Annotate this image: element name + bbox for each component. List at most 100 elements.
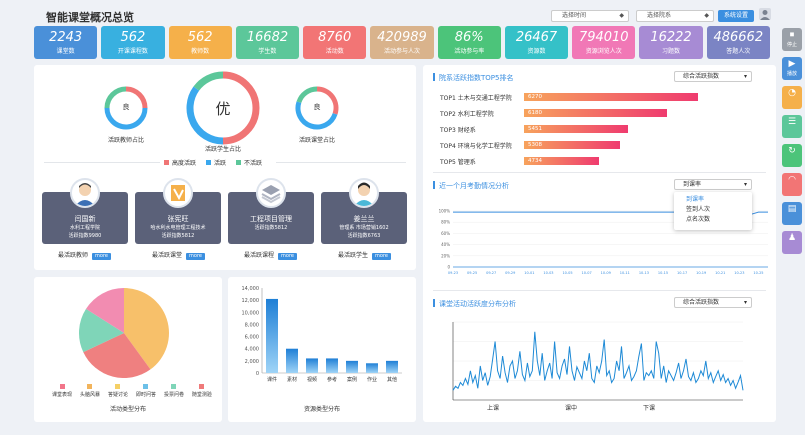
- menu-item-signin-count[interactable]: 签到人次: [686, 206, 711, 213]
- system-settings-button[interactable]: 系统设置: [718, 10, 754, 22]
- stat-value: 16222: [650, 30, 692, 45]
- resource-bar: [286, 348, 298, 373]
- y-tick-label: 0: [447, 265, 450, 270]
- x-tick-label: 10-05: [562, 271, 572, 275]
- list-icon: ☰: [787, 117, 797, 127]
- toolbar-button[interactable]: ♟: [782, 231, 802, 254]
- activity-line: [452, 331, 744, 391]
- top-classroom-caption: 最活跃课堂 more: [152, 250, 205, 260]
- resource-bar: [326, 358, 338, 373]
- top5-metric-dropdown[interactable]: 综合活跃指数 ▾: [674, 71, 752, 82]
- legend-swatch: [164, 160, 169, 165]
- stat-card[interactable]: 486662 答题人次: [706, 26, 770, 59]
- stat-value: 86%: [454, 30, 484, 45]
- y-tick-label: 60%: [441, 231, 450, 236]
- y-tick-label: 100%: [439, 209, 451, 214]
- stat-value: 8760: [318, 30, 352, 45]
- toolbar-button[interactable]: ⏹ 停止: [782, 28, 802, 51]
- pie-legend-item: 答疑讨论: [108, 384, 128, 398]
- top-student-caption: 最活跃学生 more: [338, 250, 391, 260]
- legend-item: 高度活跃: [164, 158, 196, 167]
- attendance-metric-dropdown[interactable]: 到课率 ▾: [674, 179, 752, 190]
- pie-slice: [86, 288, 124, 333]
- legend-label: 即时问答: [135, 392, 156, 398]
- stat-card[interactable]: 16682 学生数: [235, 26, 300, 59]
- chevron-down-icon: ▾: [743, 73, 747, 80]
- layers-icon: [256, 178, 286, 208]
- activity-legend: 高度活跃 活跃 不活跃: [160, 158, 277, 167]
- time-select[interactable]: 选择时间 ◆: [551, 10, 629, 22]
- stat-card[interactable]: 420989 活动参与人次: [370, 26, 434, 59]
- legend-label: 投票问卷: [163, 392, 184, 398]
- pie-slice: [124, 288, 169, 370]
- toolbar-button[interactable]: ▤: [782, 202, 802, 225]
- stat-value: 26467: [515, 30, 558, 45]
- ring-segment: [186, 86, 224, 145]
- rank-bar: 6270: [524, 93, 698, 101]
- stat-label: 开课课程数: [117, 48, 148, 55]
- stat-card[interactable]: 16222 习题数: [639, 26, 703, 59]
- stat-label: 活动参与人次: [383, 48, 420, 55]
- dept-select[interactable]: 选择院系 ◆: [636, 10, 714, 22]
- y-tick-label: 6,000: [245, 335, 259, 341]
- pie-icon: ◔: [788, 88, 796, 98]
- x-tick-label: 09-25: [467, 271, 477, 275]
- toolbar-button[interactable]: ▶ 播放: [782, 57, 802, 80]
- ring-segment: [222, 71, 260, 145]
- resource-type-panel: [228, 277, 416, 422]
- legend-swatch: [143, 384, 149, 389]
- stat-card[interactable]: 8760 活动数: [303, 26, 367, 59]
- legend-swatch: [206, 160, 212, 165]
- stat-value: 16682: [246, 30, 289, 45]
- more-button[interactable]: more: [186, 253, 205, 260]
- stat-label: 教师数: [191, 48, 210, 55]
- stat-card[interactable]: 2243 课堂数: [34, 26, 98, 59]
- toolbar-button[interactable]: ☰: [782, 115, 802, 138]
- more-button[interactable]: more: [278, 253, 297, 260]
- rank-bar: 4734: [524, 157, 599, 165]
- stat-card[interactable]: 562 开课课程数: [101, 26, 165, 59]
- x-tick-label: 作业: [367, 376, 377, 383]
- x-tick-label: 09-29: [505, 271, 515, 275]
- x-tick-label: 素材: [287, 376, 297, 383]
- ring-segment: [104, 107, 148, 130]
- toolbar-button[interactable]: ◔: [782, 86, 802, 109]
- more-button[interactable]: more: [372, 253, 391, 260]
- pie-legend-item: 投票问卷: [164, 384, 184, 398]
- stat-card[interactable]: 562 教师数: [168, 26, 232, 59]
- legend-label: 头脑风暴: [79, 392, 100, 398]
- student-avatar: [349, 178, 379, 208]
- ring-segment: [295, 101, 338, 130]
- ring-segment: [193, 71, 224, 91]
- x-tick-label: 10-15: [658, 271, 668, 275]
- resource-title: 资源类型分布: [303, 406, 340, 413]
- x-tick-label: 视频: [307, 376, 317, 383]
- x-tick-label: 10-23: [734, 271, 744, 275]
- x-tick-label: 案例: [347, 376, 357, 383]
- user-icon: ♟: [787, 233, 797, 243]
- activity-dist-metric-dropdown[interactable]: 综合活跃指数 ▾: [674, 297, 752, 308]
- x-tick-label: 10-01: [524, 271, 534, 275]
- toolbar-button[interactable]: ◠: [782, 173, 802, 196]
- more-button[interactable]: more: [92, 253, 111, 260]
- course-avatar: [163, 178, 193, 208]
- x-tick-label: 下课: [643, 404, 655, 412]
- x-tick-label: 10-07: [582, 271, 592, 275]
- user-avatar[interactable]: [759, 8, 771, 20]
- legend-swatch: [236, 160, 242, 165]
- rank-label: TOP5 管理系: [440, 159, 476, 166]
- x-tick-label: 参考: [327, 376, 337, 383]
- resource-bar: [346, 360, 358, 373]
- toolbar-button[interactable]: ↻: [782, 144, 802, 167]
- top-teacher-caption: 最活跃教师 more: [58, 250, 111, 260]
- classroom-ring-label: 活跃课堂占比: [298, 137, 335, 144]
- stat-card[interactable]: 26467 资源数: [504, 26, 569, 59]
- y-tick-label: 0: [256, 371, 259, 377]
- user-icon: [760, 10, 770, 20]
- stat-card[interactable]: 794010 资源浏览人次: [572, 26, 636, 59]
- menu-item-attendance-rate[interactable]: 到课率: [686, 196, 705, 203]
- x-tick-label: 10-11: [620, 271, 630, 275]
- menu-item-rollcall-count[interactable]: 点名次数: [686, 216, 711, 223]
- rank-label: TOP4 环境与化学工程学院: [440, 143, 512, 150]
- stat-card[interactable]: 86% 活动参与率: [437, 26, 501, 59]
